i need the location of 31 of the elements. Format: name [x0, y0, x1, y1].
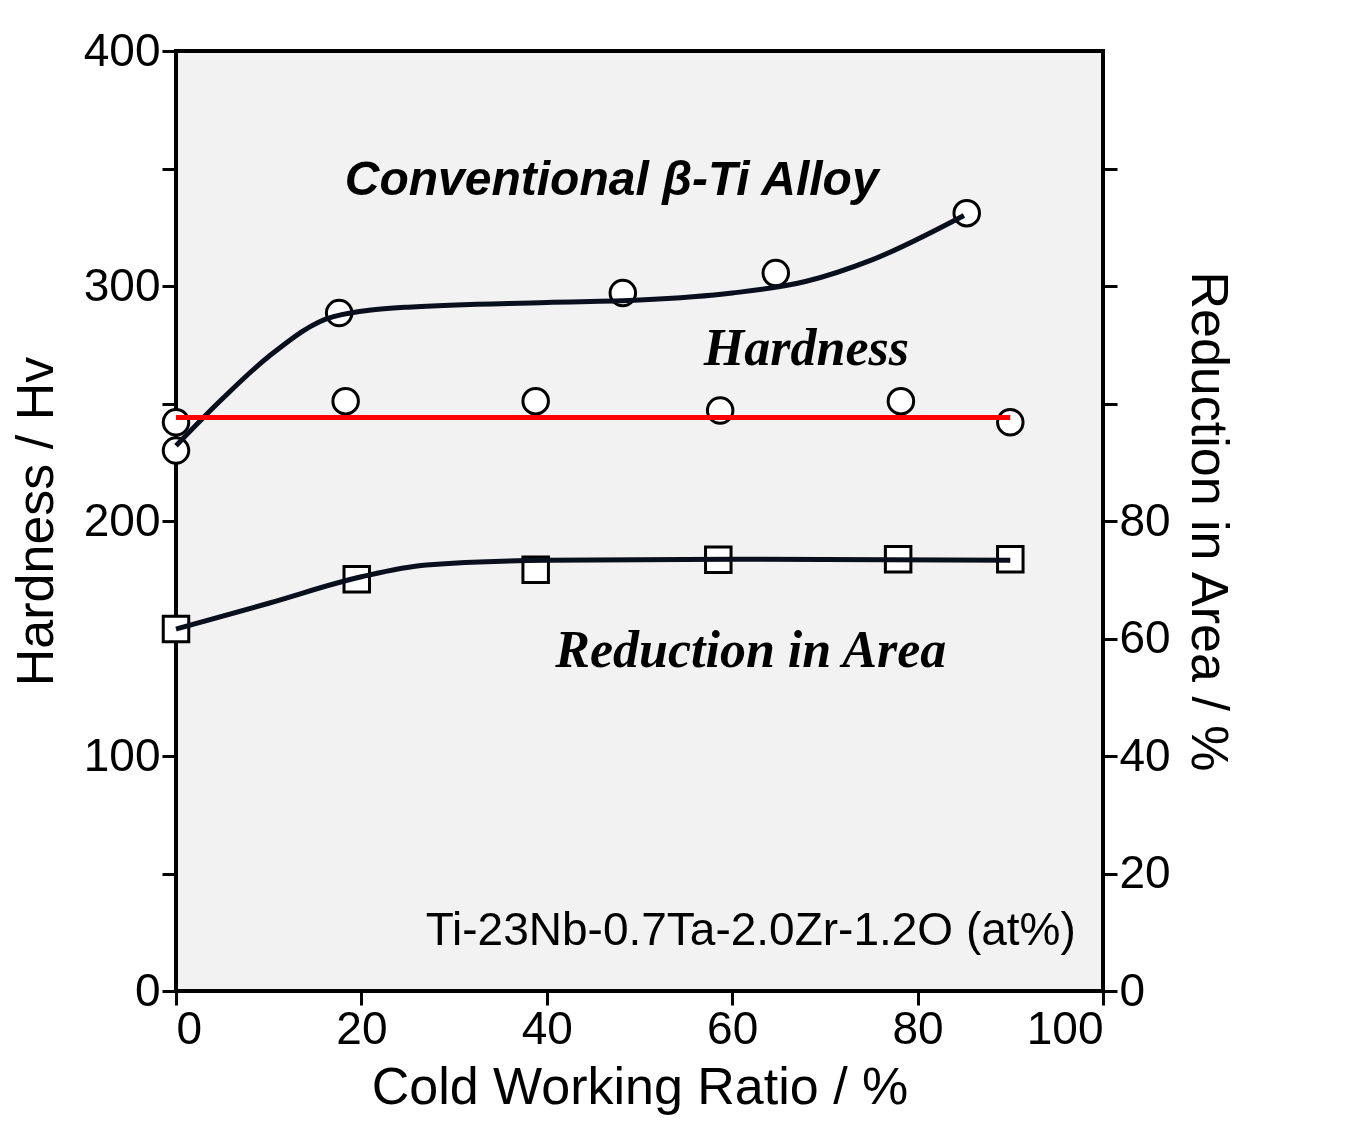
y2-tick-label: 0	[1119, 963, 1146, 1016]
point	[161, 436, 191, 465]
annotation: Ti-23Nb-0.7Ta-2.0Zr-1.2O (at%)	[425, 903, 1076, 955]
x-tick-label: 20	[336, 1001, 388, 1054]
y2-tick-label: 40	[1119, 728, 1171, 781]
x-tick-label: 40	[521, 1001, 573, 1054]
y-tick-label: 200	[83, 493, 161, 546]
y-tick-label: 400	[83, 23, 161, 76]
y-axis-title: Hardness / Hv	[5, 356, 64, 687]
annotation: Conventional β-Ti Alloy	[344, 152, 881, 205]
y-tick-label: 0	[134, 963, 161, 1016]
y2-axis-title: Reduction in Area / %	[1180, 271, 1239, 772]
point	[996, 544, 1025, 574]
annotation: Reduction in Area	[554, 621, 947, 678]
y2-tick-label: 80	[1119, 493, 1171, 546]
point	[331, 386, 360, 416]
x-tick-label: 80	[892, 1001, 944, 1054]
y-tick-label: 100	[83, 728, 161, 781]
y-tick-label: 300	[83, 258, 161, 311]
x-axis-title: Cold Working Ratio / %	[371, 1056, 909, 1115]
annotation: Hardness	[702, 319, 909, 376]
point	[952, 198, 981, 228]
y2-tick-label: 60	[1119, 611, 1171, 663]
x-tick-label: 0	[176, 1001, 203, 1054]
point	[521, 386, 550, 416]
point	[886, 386, 916, 416]
x-tick-label: 60	[707, 1001, 759, 1054]
point	[761, 258, 791, 288]
x-tick-label: 100	[1026, 1001, 1104, 1054]
y2-tick-label: 20	[1119, 846, 1171, 898]
point	[161, 614, 191, 644]
